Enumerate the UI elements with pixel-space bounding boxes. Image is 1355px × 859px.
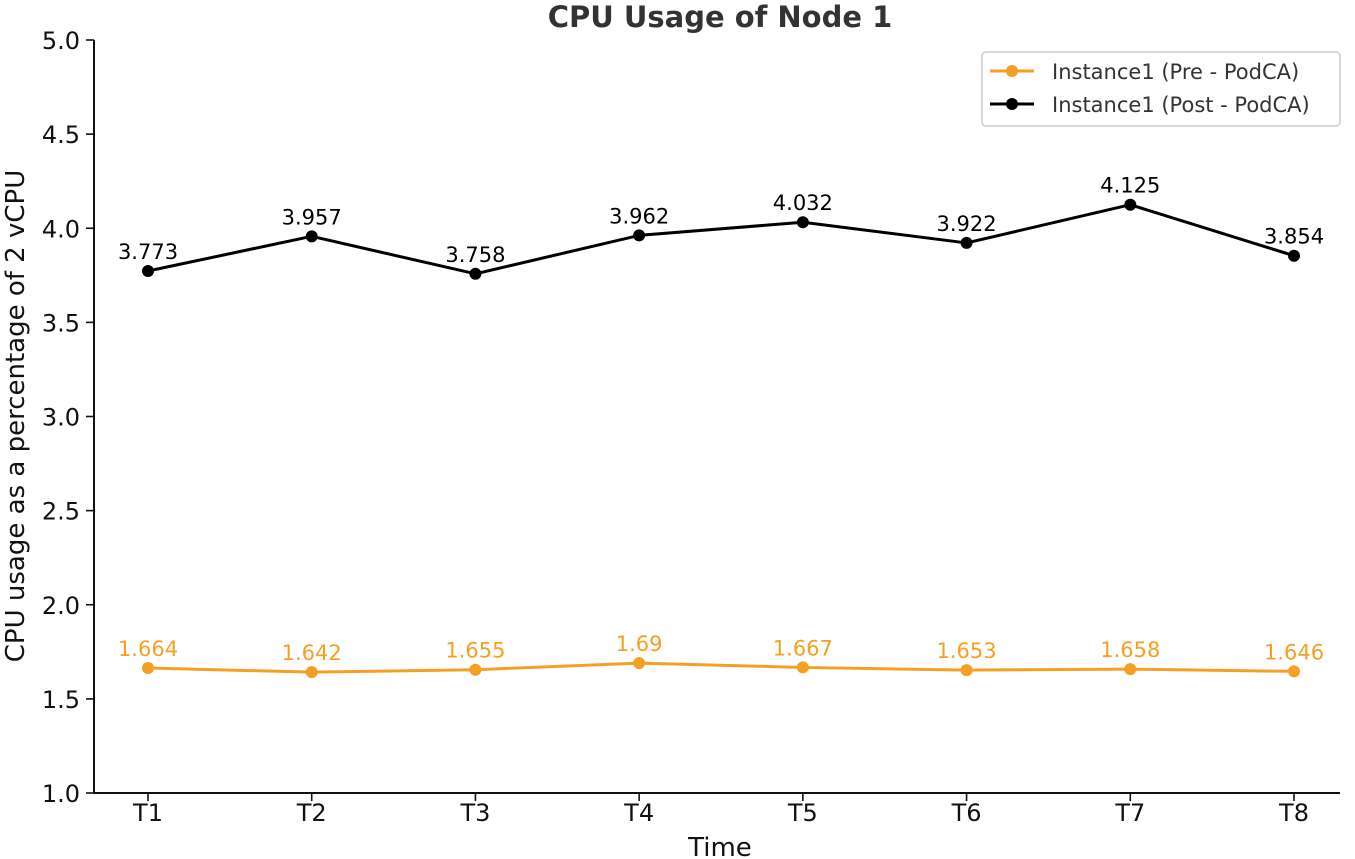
y-tick-label: 5.0 [42, 27, 80, 55]
data-point [796, 216, 809, 229]
x-tick-label: T7 [1114, 799, 1145, 827]
plot-area: 1.0 1.5 2.0 2.5 3.0 3.5 4.0 4.5 5.0 T1 T2 T3 T4 T5 T6… [42, 27, 1340, 827]
x-tick-label: T8 [1278, 799, 1309, 827]
data-label: 1.653 [937, 639, 997, 663]
y-tick-label: 2.5 [42, 498, 80, 526]
data-point [305, 666, 318, 679]
legend-marker-post [1006, 98, 1018, 110]
y-tick-label: 1.0 [42, 780, 80, 808]
x-axis-label: Time [687, 833, 752, 859]
y-tick-label: 1.5 [42, 686, 80, 714]
data-point [1124, 198, 1137, 211]
data-label: 4.032 [773, 191, 833, 215]
data-point [469, 267, 482, 280]
data-label: 1.69 [616, 632, 663, 656]
data-point [305, 230, 318, 243]
data-point [633, 657, 646, 670]
data-label: 3.922 [937, 212, 997, 236]
x-tick-label: T1 [132, 799, 163, 827]
data-point [1288, 249, 1300, 262]
series-layer: 1.664 1.642 1.655 1.69 1.667 1.653 1.658 1.646 3… [118, 174, 1324, 679]
legend-label-pre: Instance1 (Pre - PodCA) [1052, 60, 1299, 84]
series-line-1 [147, 661, 1295, 674]
y-tick-label: 3.0 [42, 404, 80, 432]
data-point [633, 229, 646, 242]
legend: Instance1 (Pre - PodCA) Instance1 (Post … [981, 51, 1341, 127]
data-point [960, 236, 973, 249]
data-point [469, 663, 482, 676]
data-point [142, 264, 154, 277]
x-tick-label: T3 [459, 799, 490, 827]
legend-label-post: Instance1 (Post - PodCA) [1052, 93, 1310, 117]
y-tick-label: 2.0 [42, 592, 80, 620]
legend-marker-pre [1006, 65, 1018, 77]
data-label: 1.642 [282, 641, 342, 665]
legend-frame [981, 51, 1341, 127]
data-label: 3.854 [1264, 225, 1324, 249]
y-axis-label: CPU usage as a percentage of 2 vCPU [1, 170, 31, 662]
data-label: 1.667 [773, 636, 833, 660]
data-point [960, 664, 973, 677]
data-label: 1.664 [118, 637, 178, 661]
chart-title: CPU Usage of Node 1 [548, 0, 893, 34]
x-tick-label: T6 [951, 799, 982, 827]
y-tick-label: 4.0 [42, 215, 80, 243]
y-tick-label: 3.5 [42, 309, 80, 337]
data-point [796, 661, 809, 674]
y-tick-label: 4.5 [42, 121, 80, 149]
x-tick-label: T5 [787, 799, 818, 827]
data-label: 1.655 [445, 639, 505, 663]
x-tick-label: T2 [296, 799, 327, 827]
x-tick-label: T4 [623, 799, 654, 827]
data-point [1288, 665, 1300, 678]
data-label: 3.773 [118, 240, 178, 264]
x-axis-ticks: T1 T2 T3 T4 T5 T6 T7 T8 [132, 793, 1309, 827]
data-label: 3.758 [445, 243, 505, 267]
data-point [1124, 663, 1137, 676]
series-line-2 [147, 203, 1295, 276]
data-label: 4.125 [1100, 174, 1160, 198]
data-label: 1.658 [1100, 638, 1160, 662]
data-label: 3.962 [609, 204, 669, 228]
data-label: 3.957 [282, 205, 342, 229]
data-point [142, 662, 154, 675]
data-label: 1.646 [1264, 640, 1324, 664]
y-axis-ticks: 1.0 1.5 2.0 2.5 3.0 3.5 4.0 4.5 5.0 [42, 27, 94, 808]
